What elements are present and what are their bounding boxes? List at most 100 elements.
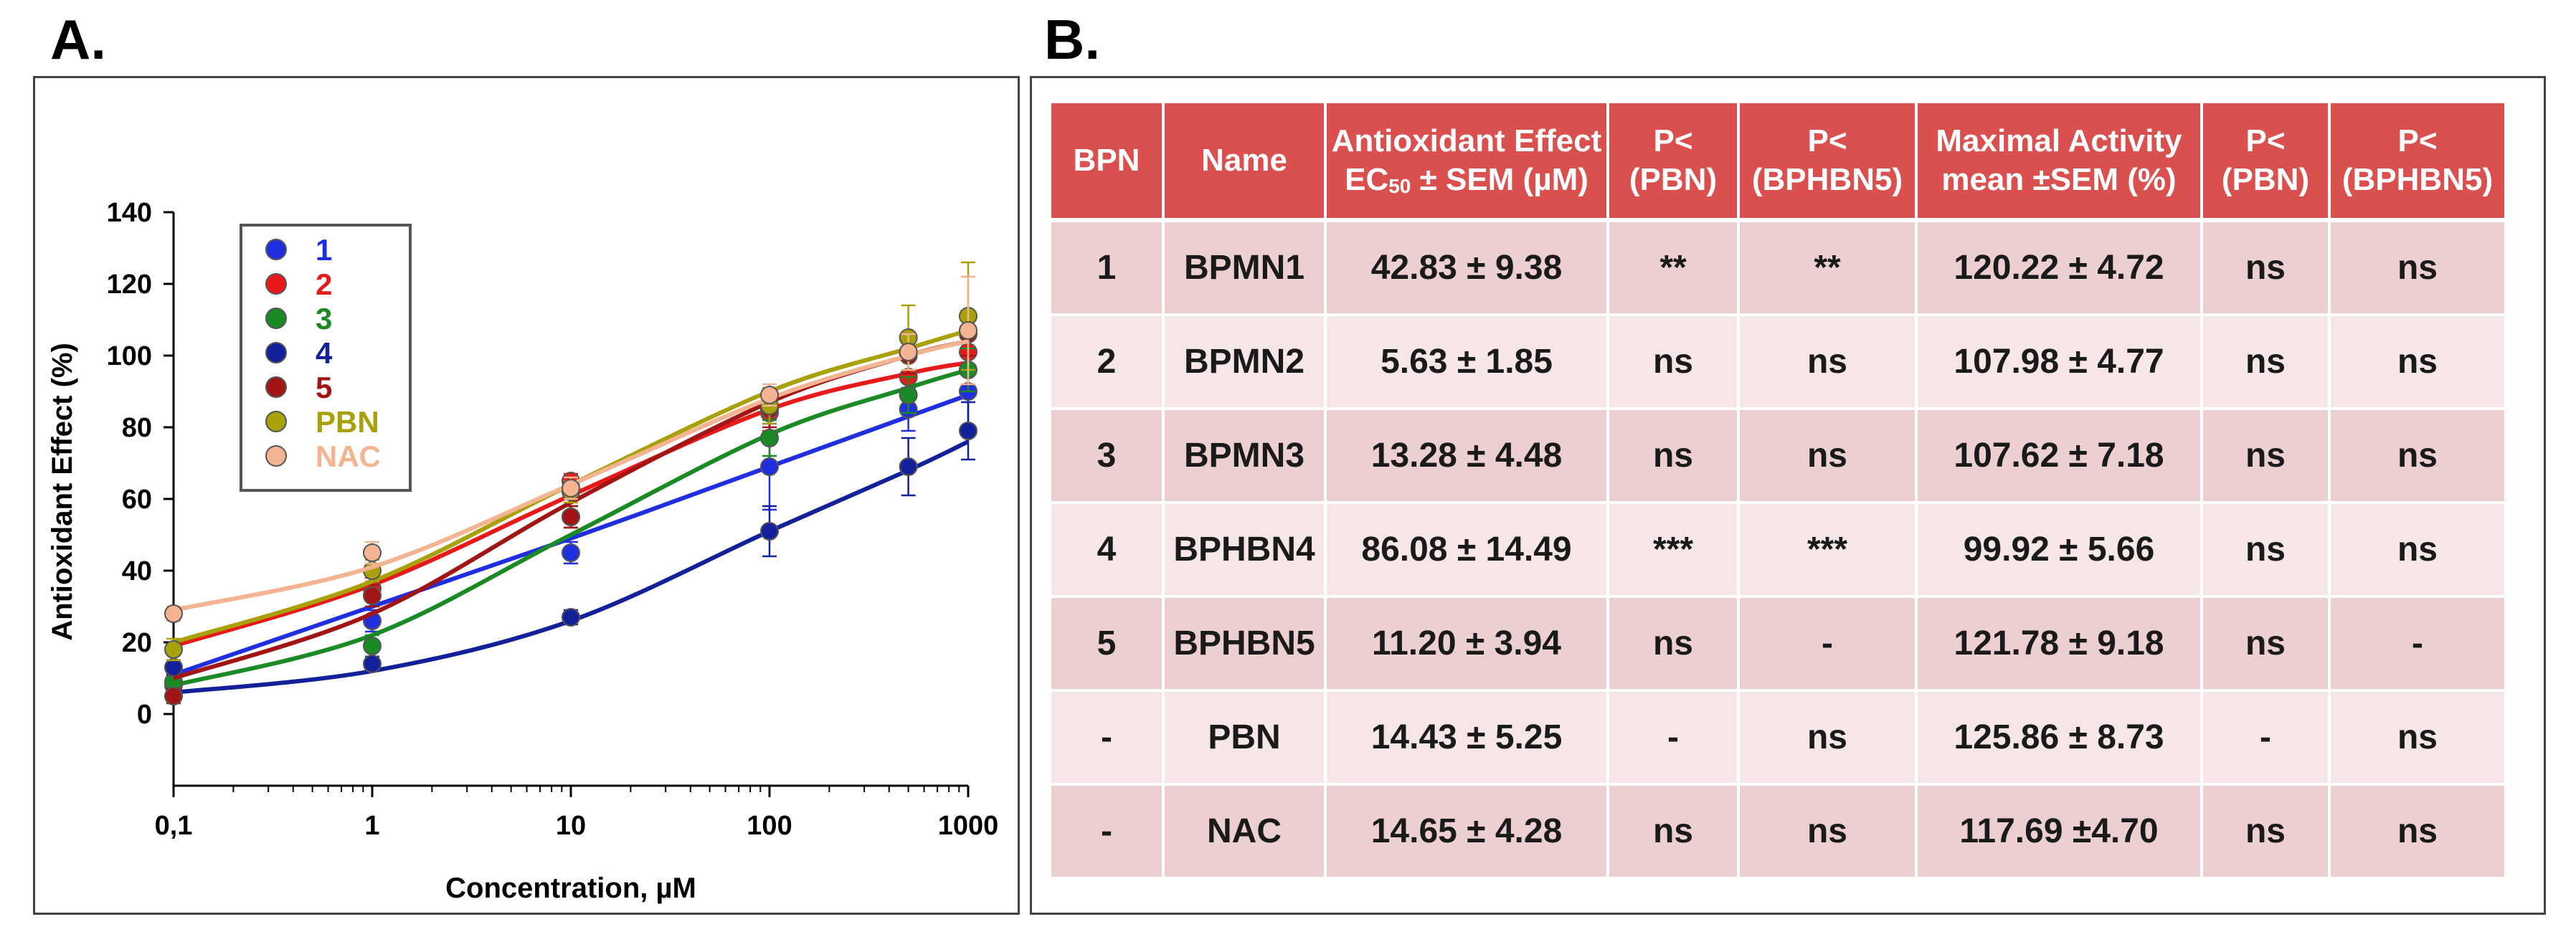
y-tick-label: 140 (107, 198, 152, 228)
table-cell: ns (2202, 409, 2331, 504)
data-point (164, 604, 183, 623)
table-cell: 107.98 ± 4.77 (1916, 315, 2203, 410)
y-tick-label: 80 (122, 413, 152, 443)
table-cell: 1 (1051, 218, 1165, 316)
table-cell: 125.86 ± 8.73 (1916, 690, 2203, 786)
data-point (899, 343, 918, 361)
legend-label-nac: NAC (316, 439, 381, 473)
y-tick-label: 20 (122, 628, 152, 658)
panel-b-label: B. (1044, 8, 1100, 71)
x-tick-label: 1 (364, 811, 379, 841)
table-cell: 42.83 ± 9.38 (1325, 218, 1609, 316)
table-row: 4 BPHBN4 86.08 ± 14.49 *** *** 99.92 ± 5.66 ns… (1051, 503, 2507, 598)
table-cell: ns (2202, 503, 2331, 598)
series-nac (164, 275, 977, 623)
table-row: 3 BPMN3 13.28 ± 4.48 ns ns 107.62 ± 7.18 ns ns (1051, 409, 2507, 504)
table-cell: BPHBN4 (1163, 503, 1327, 598)
fit-curve-1 (173, 393, 970, 677)
results-table: BPN Name Antioxidant Effect EC50 ± SEM (… (1051, 103, 2507, 880)
table-cell: ns (2329, 784, 2507, 880)
table-cell: ns (2202, 218, 2331, 316)
x-tick-label: 10 (556, 811, 586, 841)
table-cell: - (1738, 596, 1918, 692)
table-cell: ns (1738, 315, 1918, 410)
data-point (959, 321, 977, 340)
table-cell: BPMN2 (1163, 315, 1327, 410)
data-point (363, 655, 382, 673)
table-cell: - (2329, 596, 2507, 692)
table-cell: ns (1738, 784, 1918, 880)
table-cell: - (1608, 690, 1740, 786)
data-point (760, 457, 779, 476)
legend-marker-1 (265, 239, 287, 260)
legend-label-pbn: PBN (316, 405, 379, 439)
y-axis-label: Antioxidant Effect (%) (47, 343, 78, 641)
legend-label-2: 2 (316, 267, 332, 301)
table-cell: 5.63 ± 1.85 (1325, 315, 1609, 410)
table-cell: ** (1738, 218, 1918, 316)
data-point (959, 422, 977, 440)
table-cell: 4 (1051, 503, 1165, 598)
legend-label-1: 1 (316, 233, 332, 267)
table-cell: ns (2202, 784, 2331, 880)
panel-a-label: A. (50, 8, 106, 71)
fit-curve-2 (173, 361, 969, 648)
table-cell: 86.08 ± 14.49 (1325, 503, 1609, 598)
legend-label-3: 3 (316, 302, 332, 336)
x-tick-label: 100 (747, 811, 792, 841)
table-cell: NAC (1163, 784, 1327, 880)
header-p-pbn-max: P< (PBN) (2202, 103, 2331, 222)
table-cell: ns (1738, 690, 1918, 786)
table-cell: 13.28 ± 4.48 (1325, 409, 1609, 504)
header-p-bphbn5: P< (BPHBN5) (1738, 103, 1918, 222)
table-row: - PBN 14.43 ± 5.25- ns 125.86 ± 8.73- ns (1051, 690, 2507, 786)
table-row: - NAC 14.65 ± 4.28 ns ns 117.69 ±4.70 ns ns (1051, 784, 2507, 880)
table-header-row: BPN Name Antioxidant Effect EC50 ± SEM (… (1051, 103, 2507, 222)
table-cell: - (2202, 690, 2331, 786)
legend-label-5: 5 (316, 371, 332, 404)
legend-marker-pbn (265, 411, 287, 432)
table-cell: ns (1738, 409, 1918, 504)
fit-curve-nac (173, 339, 969, 612)
table-cell: PBN (1163, 690, 1327, 786)
fit-curve-4 (173, 439, 970, 695)
table-cell: ns (2329, 218, 2507, 316)
header-maximal-activity: Maximal Activity mean ±SEM (%) (1916, 103, 2203, 222)
y-tick-label: 100 (107, 341, 152, 371)
table-cell: *** (1738, 503, 1918, 598)
table-cell: 107.62 ± 7.18 (1916, 409, 2203, 504)
header-name: Name (1163, 103, 1327, 222)
data-point (363, 586, 382, 605)
data-point (164, 640, 183, 659)
table-cell: ns (2202, 315, 2331, 410)
series-4 (164, 401, 977, 695)
data-point (760, 522, 779, 541)
y-tick-label: 40 (122, 556, 152, 586)
data-point (363, 637, 382, 655)
table-cell: *** (1608, 503, 1740, 598)
data-point (760, 386, 779, 404)
data-point (562, 479, 580, 498)
legend-marker-3 (265, 308, 287, 329)
data-point (562, 508, 580, 526)
table-cell: ns (2329, 409, 2507, 504)
table-cell: 14.43 ± 5.25 (1325, 690, 1609, 786)
table-cell: 14.65 ± 4.28 (1325, 784, 1609, 880)
data-point (562, 608, 580, 627)
table-cell: 5 (1051, 596, 1165, 692)
legend-marker-nac (265, 445, 287, 467)
table-cell: 99.92 ± 5.66 (1916, 503, 2203, 598)
table-cell: 2 (1051, 315, 1165, 410)
data-point (899, 386, 918, 404)
y-tick-label: 60 (122, 485, 152, 515)
legend-marker-5 (265, 376, 287, 398)
table-cell: ns (2329, 315, 2507, 410)
table-cell: 120.22 ± 4.72 (1916, 218, 2203, 316)
header-p-bphbn5-max: P< (BPHBN5) (2329, 103, 2507, 222)
table-cell: ns (2329, 503, 2507, 598)
table-cell: ** (1608, 218, 1740, 316)
x-tick-label: 1000 (938, 811, 999, 841)
table-cell: BPMN1 (1163, 218, 1327, 316)
